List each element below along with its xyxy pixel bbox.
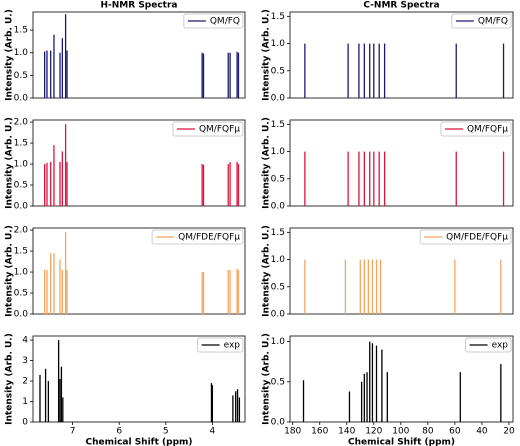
y-tick-label: 2.0 — [14, 118, 29, 128]
x-axis-label: Chemical Shift (ppm) — [348, 438, 455, 446]
y-tick-label: 0.5 — [14, 181, 28, 191]
plot-frame — [32, 227, 246, 315]
y-tick-label: 2.0 — [14, 226, 29, 236]
y-tick-label: 1.5 — [271, 228, 285, 238]
x-tick-label: 40 — [476, 427, 488, 437]
y-tick-label: 0.5 — [271, 282, 285, 292]
legend-label: QM/FQFμ — [199, 125, 240, 135]
x-tick-label: 20 — [503, 427, 515, 437]
y-tick-label: 4 — [22, 336, 28, 346]
x-tick-label: 80 — [422, 427, 434, 437]
y-tick-label: 0.5 — [271, 66, 285, 76]
y-tick-label: 1.0 — [271, 255, 286, 265]
x-tick-label: 6 — [116, 427, 122, 437]
plot-frame — [32, 11, 246, 99]
y-tick-label: 1.0 — [14, 160, 29, 170]
x-tick-label: 100 — [392, 427, 409, 437]
legend-label: QM/FQFμ — [467, 125, 508, 135]
y-tick-label: 0.0 — [14, 310, 29, 320]
y-tick-label: 0.0 — [271, 310, 286, 320]
y-tick-label: 1.5 — [14, 247, 28, 257]
y-tick-label: 1.0 — [271, 337, 286, 347]
y-tick-label: 2 — [22, 377, 28, 387]
y-tick-label: 0.0 — [14, 94, 29, 104]
legend-label: QM/FQ — [478, 17, 508, 27]
panel-title: C-NMR Spectra — [363, 1, 439, 11]
panel-title: H-NMR Spectra — [101, 1, 178, 11]
legend: QM/FDE/FQFμ — [151, 229, 244, 245]
y-tick-label: 0.5 — [14, 289, 28, 299]
legend-label: QM/FQ — [210, 17, 240, 27]
y-tick-label: 1.0 — [271, 39, 286, 49]
plot-frame — [289, 119, 514, 207]
y-tick-label: 0.0 — [271, 94, 286, 104]
legend-box — [151, 229, 244, 245]
legend: exp — [197, 337, 244, 353]
legend: exp — [465, 337, 512, 353]
legend: QM/FQFμ — [172, 121, 244, 137]
y-axis-label: Intensity (Arb. U.) — [5, 117, 15, 209]
legend-box — [197, 337, 244, 353]
y-axis-label: Intensity (Arb. U.) — [262, 117, 272, 209]
legend-box — [451, 13, 512, 29]
legend-box — [172, 121, 244, 137]
plot-frame — [32, 335, 246, 423]
x-tick-label: 60 — [449, 427, 461, 437]
y-tick-label: 1.5 — [14, 139, 28, 149]
plot-frame — [289, 227, 514, 315]
y-tick-label: 3 — [22, 356, 28, 366]
y-axis-label: Intensity (Arb. U.) — [5, 225, 15, 317]
y-tick-label: 1.0 — [14, 48, 29, 58]
legend: QM/FQ — [451, 13, 512, 29]
x-tick-label: 160 — [311, 427, 328, 437]
y-tick-label: 0.5 — [14, 71, 28, 81]
x-tick-label: 7 — [70, 427, 76, 437]
legend-box — [183, 13, 244, 29]
legend: QM/FDE/FQFμ — [419, 229, 512, 245]
y-tick-label: 1.5 — [271, 12, 285, 22]
y-tick-label: 0.5 — [271, 377, 285, 387]
x-tick-label: 5 — [163, 427, 169, 437]
y-tick-label: 0.0 — [14, 202, 29, 212]
y-tick-label: 1.5 — [271, 120, 285, 130]
y-axis-label: Intensity (Arb. U.) — [5, 9, 15, 101]
y-axis-label: Intensity (Arb. U.) — [262, 333, 272, 425]
legend-box — [465, 337, 512, 353]
y-tick-label: 0.0 — [271, 418, 286, 428]
x-axis-label: Chemical Shift (ppm) — [85, 438, 192, 446]
y-tick-label: 0.5 — [271, 174, 285, 184]
y-axis-label: Intensity (Arb. U.) — [262, 225, 272, 317]
legend-label: exp — [492, 341, 509, 351]
y-tick-label: 0 — [22, 418, 28, 428]
y-axis-label: Intensity (Arb. U.) — [5, 333, 15, 425]
legend-box — [419, 229, 512, 245]
legend-box — [440, 121, 512, 137]
y-axis-label: Intensity (Arb. U.) — [262, 9, 272, 101]
x-tick-label: 120 — [365, 427, 382, 437]
y-tick-label: 0.0 — [271, 202, 286, 212]
legend-label: QM/FDE/FQFμ — [178, 233, 240, 243]
y-tick-label: 1.0 — [14, 268, 29, 278]
x-tick-label: 4 — [210, 427, 216, 437]
x-tick-label: 180 — [284, 427, 301, 437]
y-tick-label: 1.5 — [14, 26, 28, 36]
y-tick-label: 1 — [22, 397, 28, 407]
legend: QM/FQFμ — [440, 121, 512, 137]
plot-frame — [289, 11, 514, 99]
legend: QM/FQ — [183, 13, 244, 29]
y-tick-label: 1.0 — [271, 147, 286, 157]
plot-frame — [32, 119, 246, 207]
legend-label: exp — [224, 341, 241, 351]
legend-label: QM/FDE/FQFμ — [446, 233, 508, 243]
plot-frame — [289, 335, 514, 423]
x-tick-label: 140 — [338, 427, 355, 437]
